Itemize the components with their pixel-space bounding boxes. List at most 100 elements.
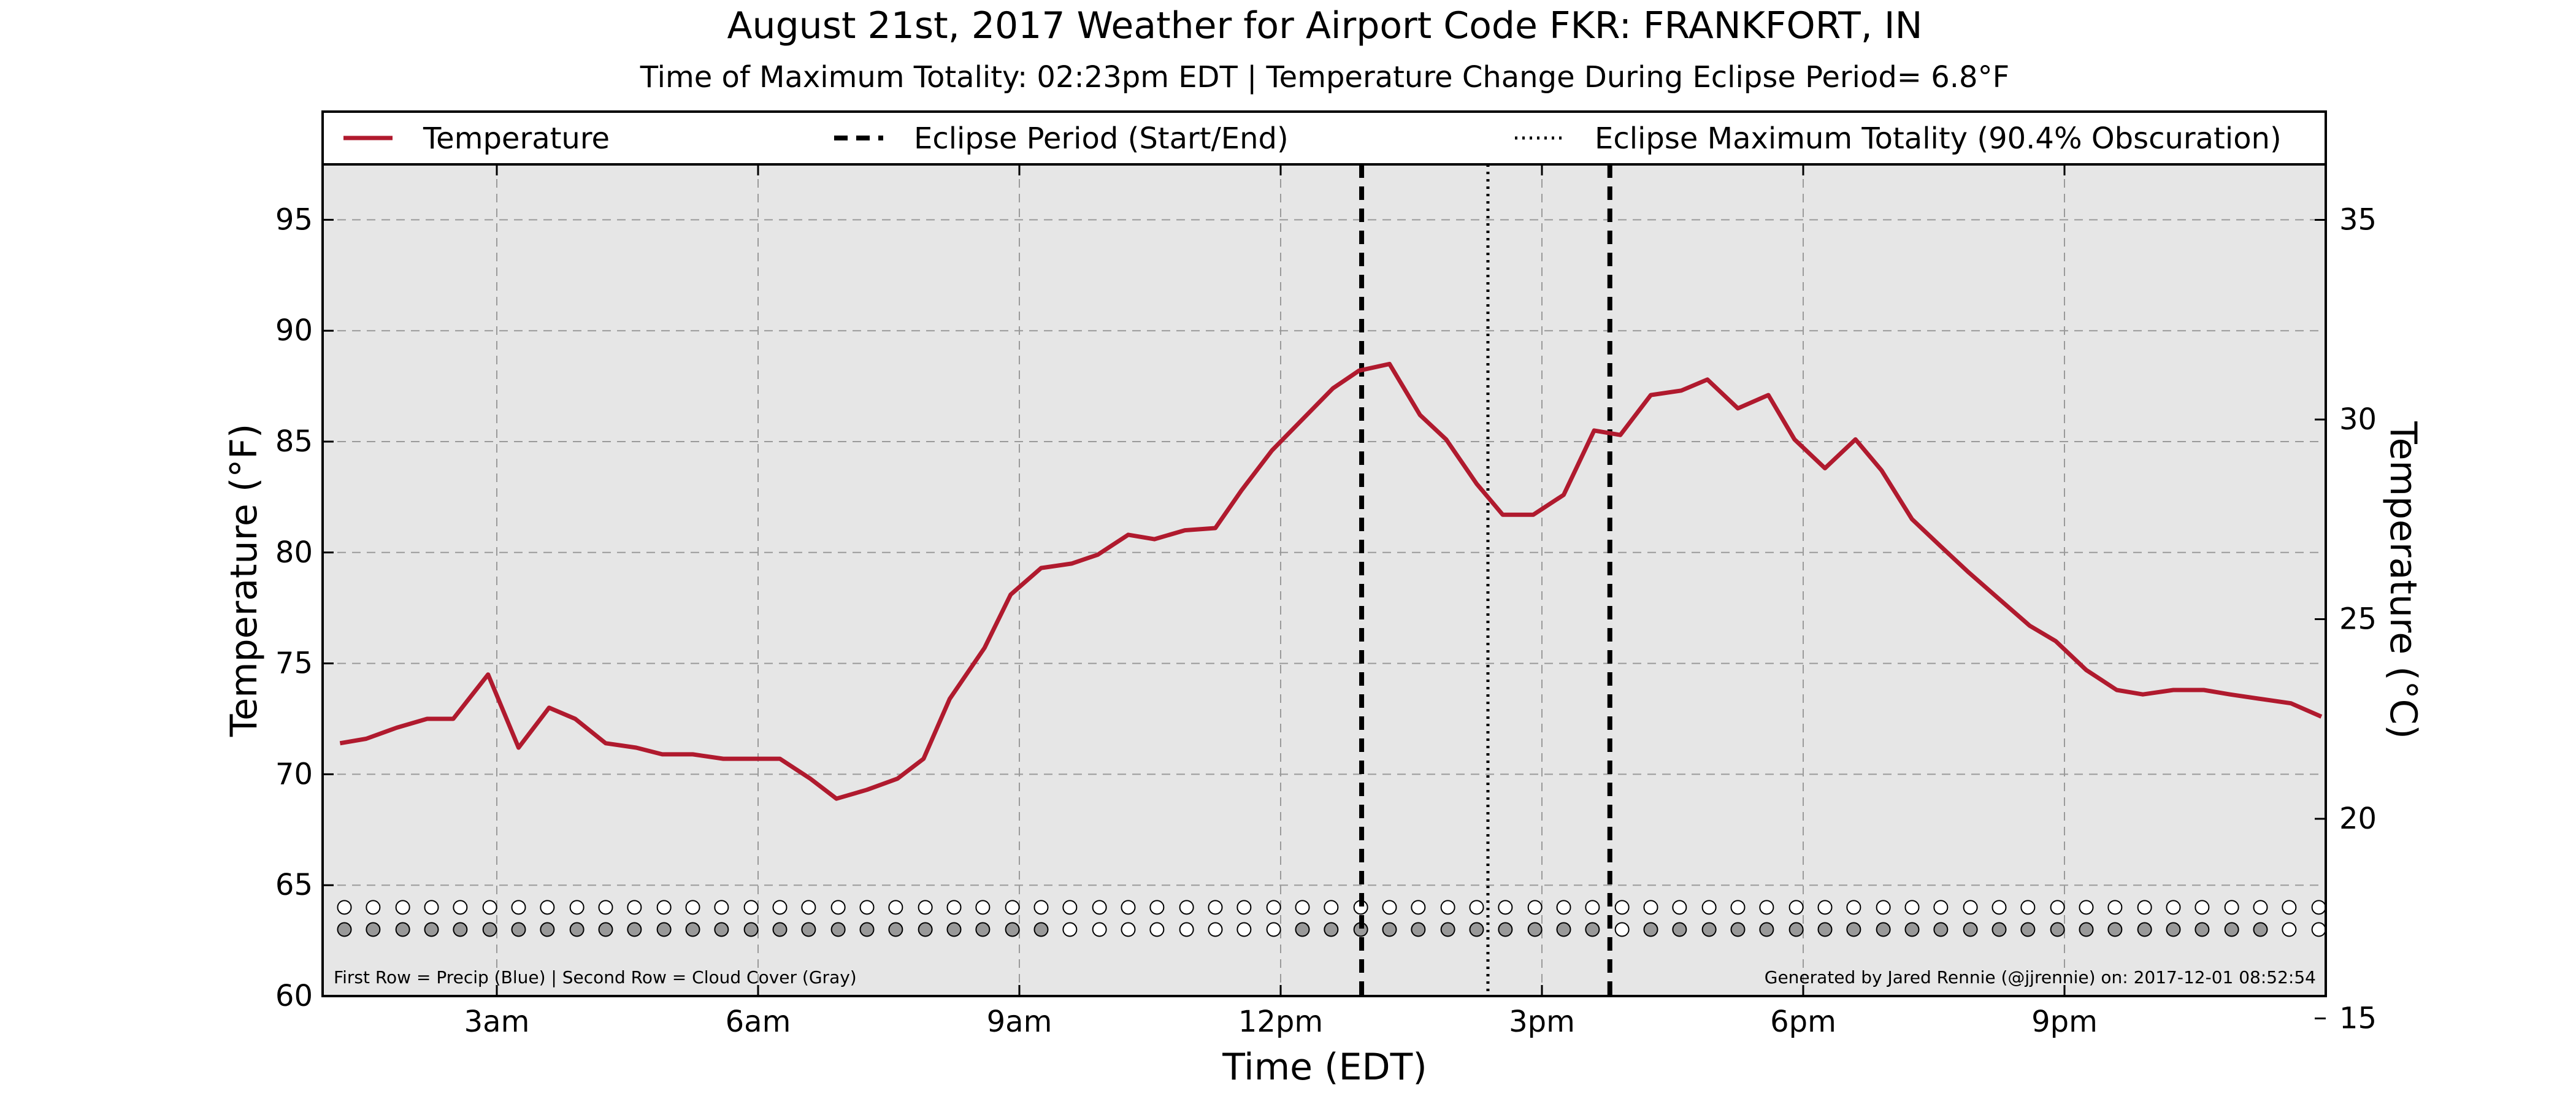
cloud-cover-marker <box>2253 922 2268 937</box>
cloud-cover-marker <box>1585 922 1600 937</box>
cloud-cover-marker <box>511 922 526 937</box>
axes: 3am 6am 9am 12pm 3pm 6pm 9pm 60 65 70 75 80 85 90 95 15… <box>275 164 2377 1039</box>
cloud-cover-marker <box>1498 922 1513 937</box>
precip-marker <box>1759 900 1774 915</box>
precip-marker <box>888 900 903 915</box>
precip-marker <box>685 900 700 915</box>
cloud-cover-marker <box>2166 922 2181 937</box>
legend-label: Eclipse Period (Start/End) <box>914 121 1289 156</box>
cloud-cover-marker <box>2137 922 2152 937</box>
precip-marker <box>1382 900 1397 915</box>
cloud-cover-marker <box>2107 922 2123 937</box>
precip-marker <box>598 900 613 915</box>
precip-marker <box>1033 900 1049 915</box>
x-tick-label: 9pm <box>2031 1005 2098 1039</box>
cloud-cover-marker <box>1672 922 1687 937</box>
precip-marker <box>1788 900 1804 915</box>
precip-marker <box>1236 900 1252 915</box>
cloud-cover-marker <box>2079 922 2094 937</box>
cloud-cover-marker <box>1556 922 1571 937</box>
cloud-cover-marker <box>1179 922 1194 937</box>
legend-label: Eclipse Maximum Totality (90.4% Obscurat… <box>1595 121 2282 156</box>
precip-marker <box>1295 900 1310 915</box>
precip-marker <box>1266 900 1281 915</box>
y-right-tick-label: 35 <box>2339 202 2377 237</box>
precip-marker <box>1527 900 1543 915</box>
y-axis-label: Temperature (°F) <box>223 424 266 737</box>
precip-marker <box>2253 900 2268 915</box>
eclipse-markers <box>1359 164 1612 996</box>
cloud-cover-marker <box>888 922 903 937</box>
precip-marker <box>859 900 875 915</box>
precip-marker <box>743 900 759 915</box>
cloud-cover-marker <box>1904 922 1920 937</box>
precip-marker <box>1904 900 1920 915</box>
cloud-cover-marker <box>569 922 585 937</box>
precip-marker <box>2311 900 2326 915</box>
precip-marker <box>1208 900 1223 915</box>
precip-marker <box>714 900 729 915</box>
y-tick-label: 80 <box>275 535 313 570</box>
precip-marker <box>1149 900 1165 915</box>
precip-marker <box>801 900 816 915</box>
precip-marker <box>627 900 642 915</box>
cloud-cover-marker <box>1121 922 1136 937</box>
precip-marker <box>1324 900 1339 915</box>
y-right-tick-label: 25 <box>2339 602 2377 636</box>
precip-marker <box>1179 900 1194 915</box>
precip-marker <box>918 900 933 915</box>
precip-marker <box>2224 900 2239 915</box>
x-tick-label: 12pm <box>1238 1005 1323 1039</box>
precip-marker <box>2050 900 2065 915</box>
precip-marker <box>1005 900 1020 915</box>
cloud-cover-marker <box>337 922 352 937</box>
precip-marker <box>1062 900 1078 915</box>
cloud-cover-marker <box>1208 922 1223 937</box>
cloud-cover-marker <box>366 922 381 937</box>
precip-marker <box>1643 900 1658 915</box>
cloud-cover-marker <box>1324 922 1339 937</box>
cloud-cover-marker <box>1236 922 1252 937</box>
cloud-cover-marker <box>1817 922 1833 937</box>
cloud-cover-marker <box>1266 922 1281 937</box>
cloud-cover-marker <box>1033 922 1049 937</box>
precip-marker <box>1092 900 1107 915</box>
precip-marker <box>1730 900 1746 915</box>
precip-marker <box>2282 900 2297 915</box>
cloud-cover-marker <box>1005 922 1020 937</box>
y-right-tick-label: 20 <box>2339 802 2377 836</box>
cloud-cover-marker <box>656 922 672 937</box>
precip-marker <box>1876 900 1891 915</box>
cloud-cover-marker <box>627 922 642 937</box>
y-tick-label: 60 <box>275 979 313 1013</box>
cloud-cover-marker <box>395 922 410 937</box>
y-tick-label: 70 <box>275 757 313 791</box>
precip-marker <box>395 900 410 915</box>
note-left: First Row = Precip (Blue) | Second Row =… <box>334 967 857 987</box>
cloud-cover-marker <box>2224 922 2239 937</box>
temperature-series <box>339 361 2323 801</box>
plot-area <box>323 164 2326 996</box>
y-tick-label: 85 <box>275 424 313 459</box>
cloud-cover-marker <box>1614 922 1630 937</box>
precip-marker <box>1672 900 1687 915</box>
cloud-cover-marker <box>1062 922 1078 937</box>
cloud-cover-marker <box>1092 922 1107 937</box>
cloud-cover-marker <box>1382 922 1397 937</box>
precip-marker <box>569 900 585 915</box>
gridlines <box>323 164 2326 996</box>
cloud-cover-marker <box>1527 922 1543 937</box>
precip-marker <box>540 900 555 915</box>
cloud-cover-marker <box>2020 922 2036 937</box>
precip-marker <box>1614 900 1630 915</box>
cloud-cover-marker <box>859 922 875 937</box>
cloud-cover-marker <box>1295 922 1310 937</box>
x-tick-label: 9am <box>987 1005 1052 1039</box>
cloud-cover-marker <box>2282 922 2297 937</box>
precip-marker <box>1963 900 1978 915</box>
cloud-cover-marker <box>743 922 759 937</box>
precip-marker <box>511 900 526 915</box>
precip-marker <box>1933 900 1949 915</box>
cloud-cover-marker <box>1643 922 1658 937</box>
precip-marker <box>1991 900 2007 915</box>
